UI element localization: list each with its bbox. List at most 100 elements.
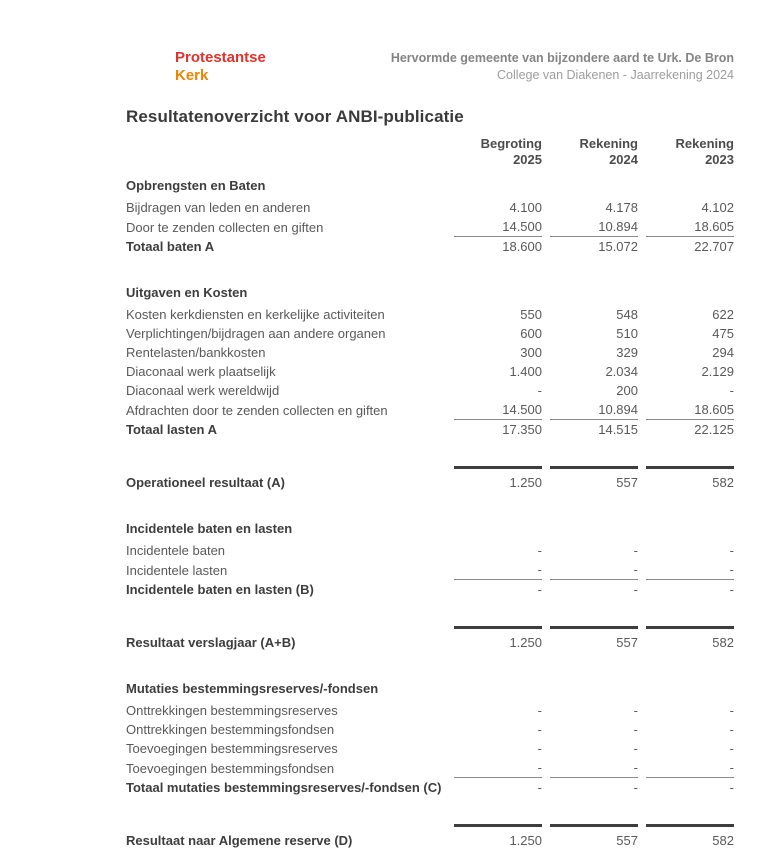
value-cell: 557 <box>550 824 638 850</box>
value-cell: - <box>633 722 638 737</box>
table-body: Opbrengsten en Baten Bijdragen van leden … <box>126 176 734 850</box>
page-title: Resultatenoverzicht voor ANBI-publicatie <box>126 107 464 126</box>
brand-name-line2: Kerk <box>175 66 209 84</box>
value-cell: - <box>537 703 542 718</box>
value-cell: 4.178 <box>605 200 638 215</box>
row-label: Toevoegingen bestemmingsreserves <box>126 741 338 756</box>
value-cell: - <box>537 582 542 597</box>
value-cell: - <box>633 543 638 558</box>
value-cell: - <box>537 780 542 795</box>
value-cell: 582 <box>646 824 734 850</box>
value-cell: - <box>537 722 542 737</box>
table-row: Resultaat verslagjaar (A+B) 1.250 557 582 <box>126 626 734 652</box>
brand-name: Protestantse Kerk <box>175 49 266 84</box>
value-cell: - <box>633 741 638 756</box>
row-label: Totaal mutaties bestemmingsreserves/-fon… <box>126 780 442 795</box>
value-cell: - <box>729 780 734 795</box>
row-label: Kosten kerkdiensten en kerkelijke activi… <box>126 307 385 322</box>
value-cell: 10.894 <box>550 217 638 237</box>
row-label: Incidentele lasten <box>126 563 228 578</box>
value-cell: - <box>454 560 542 580</box>
table-section: Uitgaven en Kosten Kosten kerkdiensten en… <box>126 283 734 439</box>
value-cell: 15.072 <box>598 239 638 254</box>
value-cell: - <box>729 722 734 737</box>
table-row: Onttrekkingen bestemmingsfondsen - - - <box>126 720 734 739</box>
row-label: Verplichtingen/bijdragen aan andere orga… <box>126 326 386 341</box>
value-cell: - <box>729 703 734 718</box>
row-label: Onttrekkingen bestemmingsreserves <box>126 703 338 718</box>
value-cell: 17.350 <box>502 422 542 437</box>
column-header-rekening-2023: Rekening 2023 <box>675 136 734 167</box>
row-label: Resultaat naar Algemene reserve (D) <box>126 833 353 848</box>
value-cell: - <box>633 703 638 718</box>
value-cell: 200 <box>616 383 638 398</box>
value-cell: 22.125 <box>694 422 734 437</box>
value-cell: - <box>633 582 638 597</box>
column-header-begroting-2025: Begroting 2025 <box>480 136 542 167</box>
value-cell: - <box>454 758 542 778</box>
row-label: Afdrachten door te zenden collecten en g… <box>126 403 388 418</box>
value-cell: 582 <box>646 626 734 652</box>
table-row: Toevoegingen bestemmingsreserves - - - <box>126 739 734 758</box>
table-row: Diaconaal werk wereldwijd - 200 - <box>126 381 734 400</box>
row-label: Bijdragen van leden en anderen <box>126 200 311 215</box>
row-label: Toevoegingen bestemmingsfondsen <box>126 761 335 776</box>
value-cell: - <box>633 780 638 795</box>
value-cell: 557 <box>550 626 638 652</box>
value-cell: 14.500 <box>454 400 542 420</box>
row-label: Operationeel resultaat (A) <box>126 475 285 490</box>
value-cell: 550 <box>520 307 542 322</box>
value-cell: - <box>537 741 542 756</box>
value-cell: 294 <box>712 345 734 360</box>
value-cell: 14.515 <box>598 422 638 437</box>
value-cell: 1.400 <box>509 364 542 379</box>
page-content: Protestantse Kerk Hervormde gemeente van… <box>126 46 734 850</box>
table-row: Onttrekkingen bestemmingsreserves - - - <box>126 701 734 720</box>
value-cell: 18.600 <box>502 239 542 254</box>
value-cell: 10.894 <box>550 400 638 420</box>
table-row: Totaal baten A 18.600 15.072 22.707 <box>126 237 734 256</box>
value-cell: 622 <box>712 307 734 322</box>
organization-header: Hervormde gemeente van bijzondere aard t… <box>391 46 734 84</box>
table-section: Resultaat naar Algemene reserve (D) 1.250… <box>126 824 734 850</box>
value-cell: 4.102 <box>701 200 734 215</box>
value-cell: - <box>729 741 734 756</box>
organization-name: Hervormde gemeente van bijzondere aard t… <box>390 51 734 65</box>
table-row: Kosten kerkdiensten en kerkelijke activi… <box>126 305 734 324</box>
row-label: Diaconaal werk plaatselijk <box>126 364 276 379</box>
table-row: Incidentele lasten - - - <box>126 560 734 580</box>
value-cell: 557 <box>550 466 638 492</box>
table-column-headers: Begroting 2025 Rekening 2024 Rekening 20… <box>126 136 734 168</box>
row-label: Incidentele baten <box>126 543 226 558</box>
row-label: Diaconaal werk wereldwijd <box>126 383 280 398</box>
sunburst-dove-logo-icon <box>126 46 166 86</box>
table-row: Totaal mutaties bestemmingsreserves/-fon… <box>126 778 734 797</box>
row-label: Incidentele baten en lasten (B) <box>126 582 314 597</box>
value-cell: 4.100 <box>509 200 542 215</box>
table-row: Operationeel resultaat (A) 1.250 557 582 <box>126 466 734 492</box>
table-row: Resultaat naar Algemene reserve (D) 1.250… <box>126 824 734 850</box>
value-cell: - <box>537 383 542 398</box>
row-label: Onttrekkingen bestemmingsfondsen <box>126 722 335 737</box>
value-cell: 22.707 <box>694 239 734 254</box>
table-row: Incidentele baten - - - <box>126 541 734 560</box>
value-cell: - <box>729 543 734 558</box>
row-label: Totaal baten A <box>126 239 215 254</box>
value-cell: 18.605 <box>646 400 734 420</box>
value-cell: 1.250 <box>454 824 542 850</box>
table-row: Afdrachten door te zenden collecten en g… <box>126 400 734 420</box>
table-row: Door te zenden collecten en giften 14.500… <box>126 217 734 237</box>
section-heading: Uitgaven en Kosten <box>126 285 248 300</box>
value-cell: 14.500 <box>454 217 542 237</box>
brand: Protestantse Kerk <box>126 46 266 86</box>
table-row: Verplichtingen/bijdragen aan andere orga… <box>126 324 734 343</box>
value-cell: - <box>550 758 638 778</box>
value-cell: 300 <box>520 345 542 360</box>
value-cell: 18.605 <box>646 217 734 237</box>
value-cell: 2.034 <box>605 364 638 379</box>
value-cell: 548 <box>616 307 638 322</box>
table-section: Incidentele baten en lasten Incidentele b… <box>126 519 734 599</box>
value-cell: - <box>646 560 734 580</box>
table-row: Incidentele baten en lasten (B) - - - <box>126 580 734 599</box>
